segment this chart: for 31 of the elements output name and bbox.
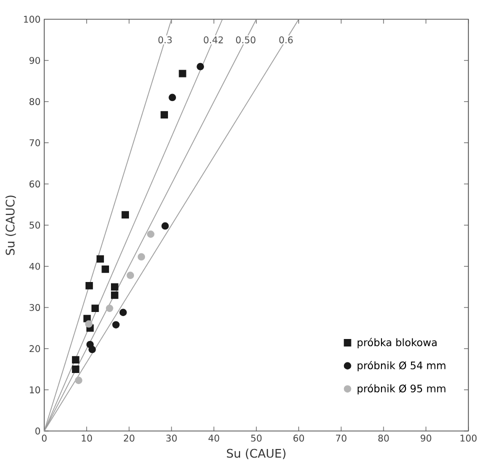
x-axis-title: Su (CAUE) xyxy=(226,448,286,460)
legend-label: próbnik Ø 54 mm xyxy=(358,361,446,372)
y-tick-label: 0 xyxy=(35,428,40,435)
y-tick-label: 90 xyxy=(29,57,40,64)
x-tick-label: 100 xyxy=(460,434,477,442)
x-tick-label: 70 xyxy=(336,434,346,442)
y-tick-label: 70 xyxy=(30,139,40,146)
series-label: 0.3 xyxy=(158,36,172,44)
y-tick-label: 30 xyxy=(30,304,40,312)
y-tick-label: 80 xyxy=(30,98,40,106)
series-label: 0.50 xyxy=(236,36,256,44)
y-axis-title: Su (CAUC) xyxy=(5,196,16,256)
x-tick-label: 40 xyxy=(208,434,220,442)
x-tick-label: 10 xyxy=(82,434,92,442)
legend-label: próbnik Ø 95 mm xyxy=(358,384,446,395)
legend-label: próbka blokowa xyxy=(358,338,437,348)
y-tick-label: 60 xyxy=(30,180,40,188)
y-tick-label: 20 xyxy=(30,345,40,352)
x-tick-label: 60 xyxy=(294,434,304,442)
x-tick-label: 0 xyxy=(42,434,47,442)
y-tick-label: 50 xyxy=(30,222,40,229)
x-tick-label: 50 xyxy=(251,434,262,442)
series-label: 0.6 xyxy=(279,36,293,44)
y-tick-label: 100 xyxy=(24,16,40,23)
y-tick-label: 10 xyxy=(30,386,40,394)
series-label: 0.42 xyxy=(204,36,223,44)
x-tick-label: 30 xyxy=(166,434,177,442)
x-tick-label: 90 xyxy=(420,434,432,442)
x-tick-label: 80 xyxy=(378,434,389,442)
y-tick-label: 40 xyxy=(29,262,40,270)
x-tick-label: 20 xyxy=(124,434,134,442)
